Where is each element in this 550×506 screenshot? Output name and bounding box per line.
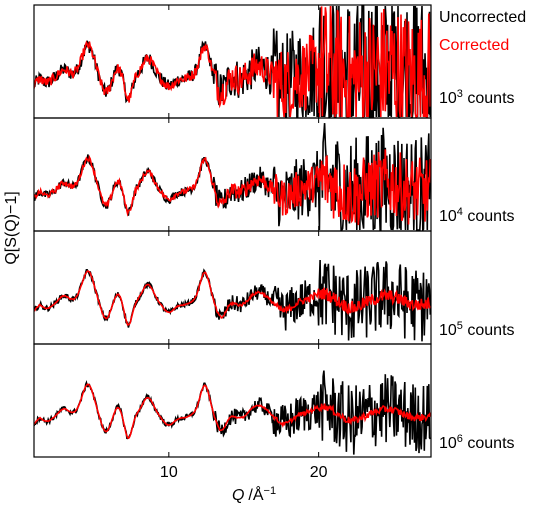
legend-corrected: Corrected — [439, 37, 509, 54]
count-label-panel-4: 106 counts — [439, 433, 515, 452]
panel-2-curves — [34, 123, 431, 231]
count-label-panel-2: 104 counts — [439, 206, 515, 225]
legend: Uncorrected Corrected — [439, 9, 526, 54]
y-axis-label: Q[S(Q)−1] — [3, 191, 20, 264]
legend-uncorrected: Uncorrected — [439, 9, 526, 26]
x-tick-labels: 10 20 — [160, 464, 328, 481]
panel-4-frame — [33, 343, 432, 458]
series-corrected-line — [34, 383, 431, 440]
panel-frames — [33, 4, 432, 458]
x-axis-label: Q/Å−1 — [232, 485, 276, 504]
x-tick-label: 20 — [310, 464, 328, 481]
series-corrected-line — [34, 149, 431, 226]
x-tick-label: 10 — [160, 464, 178, 481]
count-label-panel-1: 103 counts — [439, 88, 515, 107]
series-corrected-line — [34, 270, 431, 326]
panel-3-curves — [34, 259, 431, 342]
count-label-panel-3: 105 counts — [439, 320, 515, 339]
panel-4-curves — [34, 370, 431, 455]
series-corrected-line — [34, 5, 431, 118]
plot-lines — [34, 5, 431, 455]
panel-1-curves — [34, 5, 431, 118]
count-labels: 103 counts 104 counts 105 counts 106 cou… — [439, 88, 515, 452]
